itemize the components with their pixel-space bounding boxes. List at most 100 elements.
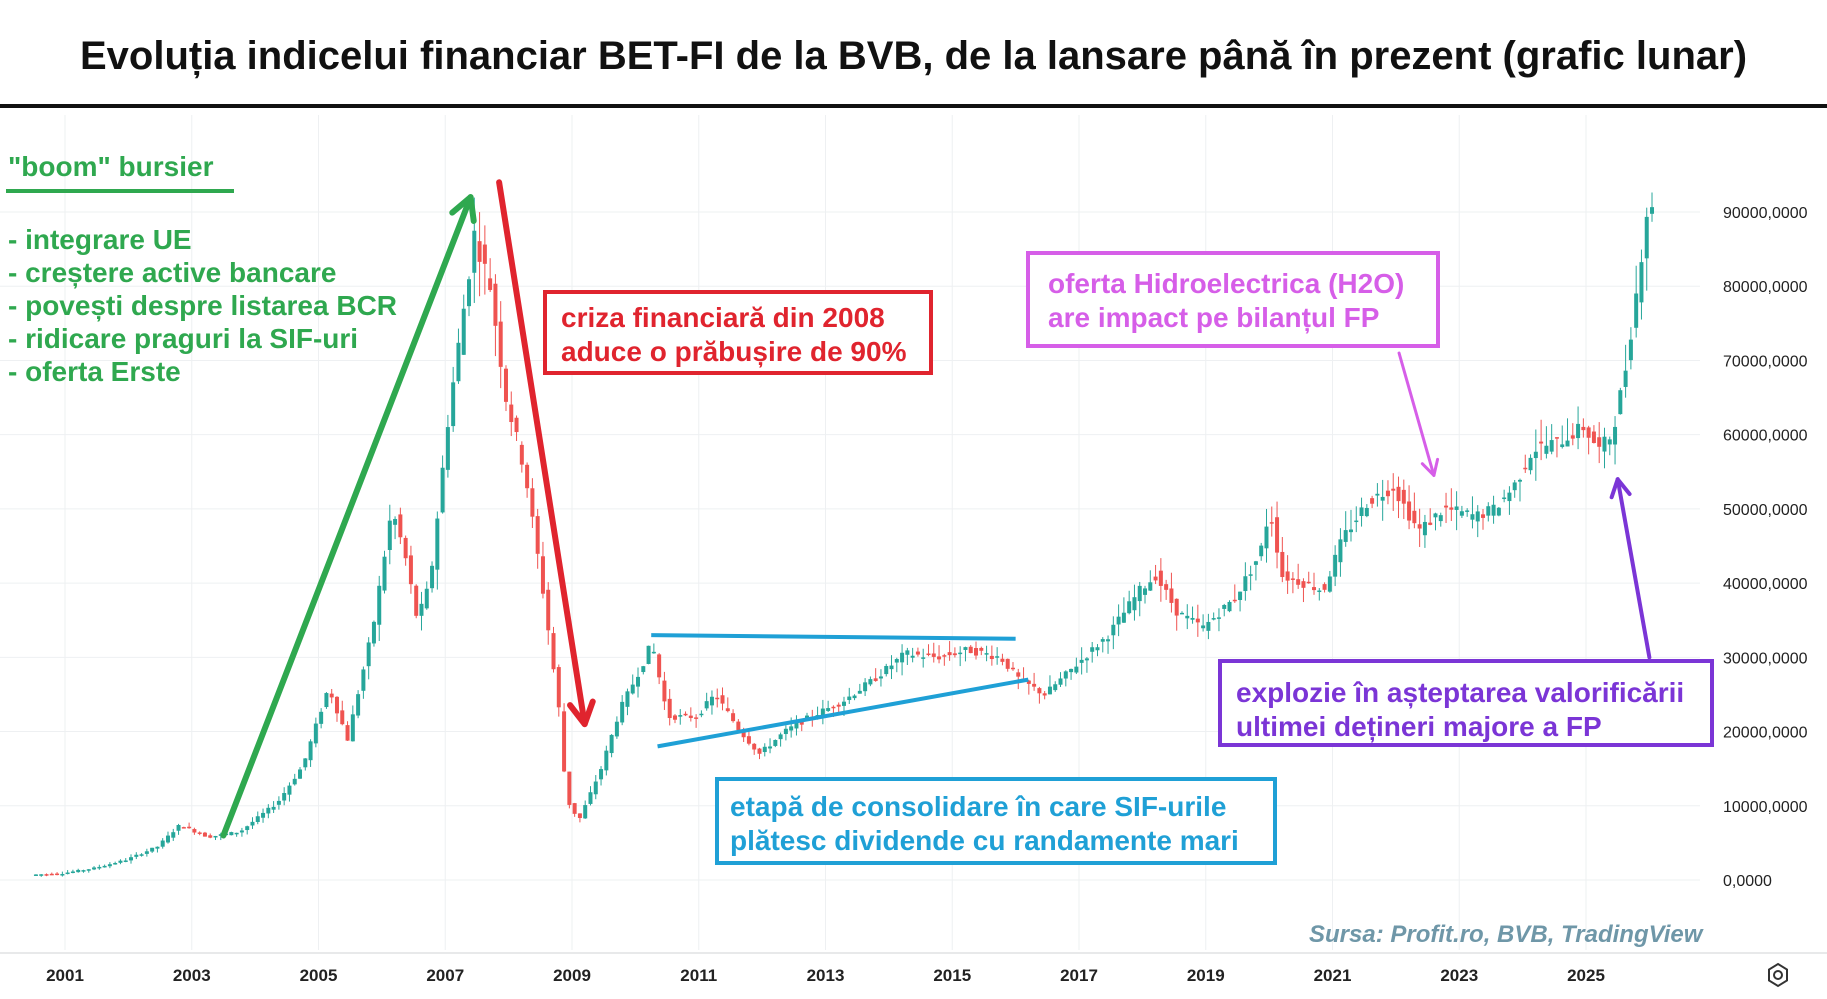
candle-body: [1121, 612, 1126, 623]
candle-body: [144, 851, 149, 854]
candle-body: [1644, 216, 1649, 259]
candle-body: [1623, 370, 1628, 387]
candle-body: [81, 870, 86, 872]
candle-body: [1084, 658, 1089, 661]
candle-body: [1100, 639, 1105, 642]
candle-body: [1116, 616, 1121, 625]
candle-body: [44, 874, 49, 876]
candle-body: [915, 651, 920, 655]
candle-body: [1576, 423, 1581, 439]
candle-body: [350, 714, 355, 742]
title-divider: [0, 104, 1827, 108]
candle-body: [1232, 599, 1237, 602]
candle-body: [794, 722, 799, 729]
boom-item: - integrare UE: [8, 224, 192, 255]
candle-body: [1565, 440, 1570, 447]
candle-body: [921, 657, 926, 659]
candle-body: [562, 711, 567, 772]
candle-body: [926, 653, 931, 656]
candle-body: [894, 659, 899, 663]
candle-body: [519, 444, 524, 465]
candle-body: [1285, 571, 1290, 581]
candle-body: [1628, 339, 1633, 361]
candle-body: [1317, 590, 1322, 593]
candle-body: [92, 867, 97, 870]
candle-body: [377, 585, 382, 625]
x-tick-label: 2005: [300, 966, 338, 985]
y-tick-label: 90000,0000: [1723, 205, 1808, 222]
consolidation-annotation: etapă de consolidare în care SIF-urile p…: [715, 777, 1277, 865]
candle-body: [910, 655, 915, 658]
candle-body: [1280, 551, 1285, 578]
candle-body: [1296, 579, 1301, 585]
candle-body: [1475, 511, 1480, 522]
candle-body: [366, 642, 371, 667]
candle-body: [1359, 507, 1364, 516]
candle-body: [1259, 545, 1264, 557]
gear-icon[interactable]: [1765, 962, 1791, 988]
candle-body: [535, 516, 540, 554]
candle-body: [282, 793, 287, 801]
candle-body: [503, 368, 508, 402]
candle-body: [773, 740, 778, 746]
candle-body: [1470, 514, 1475, 520]
candle-body: [1385, 490, 1390, 497]
candle-body: [667, 698, 672, 719]
candle-body: [292, 778, 297, 785]
candle-body: [836, 704, 841, 707]
candle-body: [33, 874, 38, 876]
candle-body: [329, 693, 334, 698]
candle-body: [1132, 597, 1137, 611]
candle-body: [1602, 436, 1607, 452]
candle-body: [1090, 647, 1095, 652]
candle-body: [213, 835, 218, 838]
candle-body: [393, 518, 398, 525]
candle-body: [599, 769, 604, 780]
candle-body: [139, 854, 144, 856]
candle-body: [1338, 539, 1343, 563]
boom-list: - integrare UE - creștere active bancare…: [8, 223, 397, 388]
candle-body: [625, 691, 630, 707]
candle-body: [271, 806, 276, 810]
candle-body: [1301, 581, 1306, 588]
candle-body: [1639, 262, 1644, 303]
candle-body: [1026, 680, 1031, 684]
candle-body: [1607, 439, 1612, 445]
candle-body: [113, 863, 118, 865]
candle-body: [1010, 667, 1015, 670]
y-tick-label: 50000,0000: [1723, 502, 1808, 519]
candle-body: [572, 803, 577, 814]
candle-body: [709, 696, 714, 706]
candle-body: [403, 537, 408, 559]
x-tick-label: 2019: [1187, 966, 1225, 985]
candle-body: [1523, 467, 1528, 470]
explosion-arrow-head: [1609, 477, 1632, 500]
candle-body: [736, 721, 741, 730]
candle-body: [884, 665, 889, 675]
boom-arrow: [220, 194, 474, 839]
candle-body: [1137, 585, 1142, 602]
candle-body: [1433, 513, 1438, 518]
candle-body: [630, 684, 635, 694]
candle-body: [382, 556, 387, 591]
candle-body: [1005, 658, 1010, 669]
candle-body: [65, 872, 70, 875]
candle-body: [556, 667, 561, 708]
x-tick-label: 2017: [1060, 966, 1098, 985]
candle-body: [70, 871, 75, 874]
candle-body: [1111, 624, 1116, 636]
candle-body: [467, 279, 472, 307]
candle-body: [498, 321, 503, 367]
candle-body: [963, 647, 968, 650]
candle-body: [1370, 498, 1375, 504]
candle-body: [1069, 668, 1074, 673]
candle-body: [76, 869, 81, 873]
candle-body: [1539, 441, 1544, 444]
x-tick-label: 2001: [46, 966, 84, 985]
boom-item: - povești despre listarea BCR: [8, 290, 398, 321]
candle-body: [1185, 615, 1190, 619]
candle-body: [234, 832, 239, 835]
candle-body: [340, 710, 345, 725]
candle-body: [387, 520, 392, 550]
candle-body: [1306, 581, 1311, 584]
